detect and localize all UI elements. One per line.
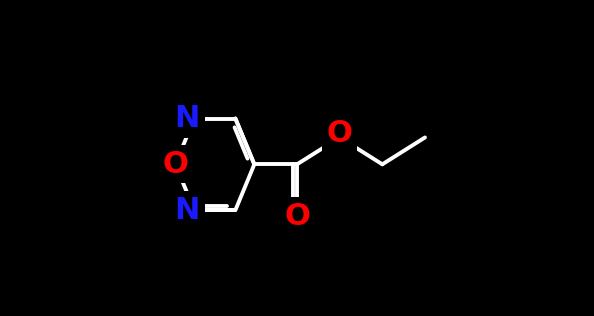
Text: N: N	[175, 196, 200, 225]
Text: O: O	[327, 119, 353, 148]
Text: O: O	[284, 202, 310, 231]
Text: N: N	[175, 104, 200, 133]
Text: O: O	[162, 150, 188, 179]
